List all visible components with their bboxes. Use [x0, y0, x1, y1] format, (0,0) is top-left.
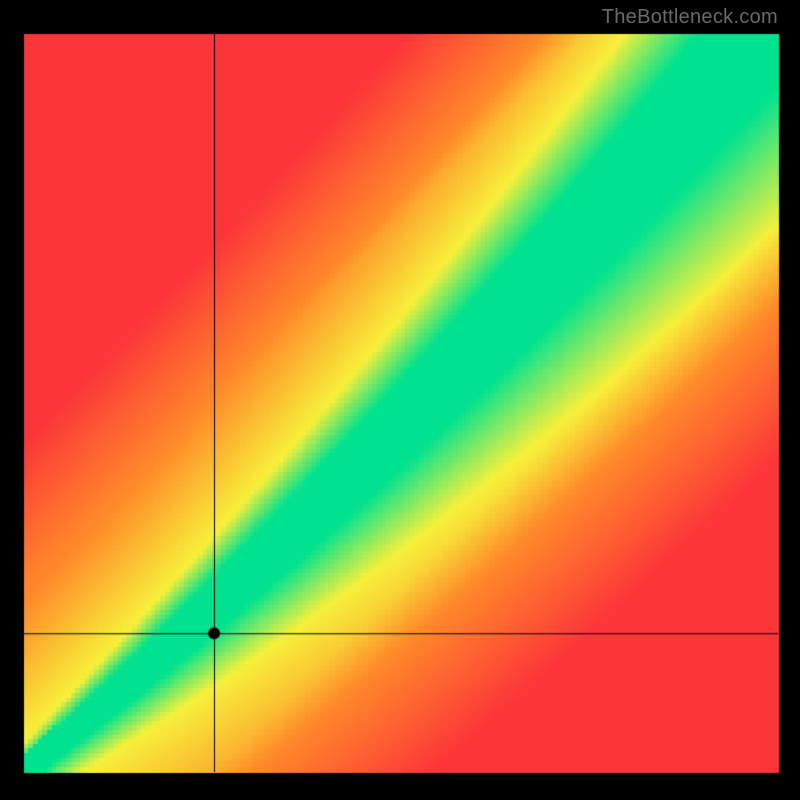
chart-container: TheBottleneck.com — [0, 0, 800, 800]
crosshair-overlay — [0, 0, 800, 800]
watermark-text: TheBottleneck.com — [602, 6, 778, 29]
